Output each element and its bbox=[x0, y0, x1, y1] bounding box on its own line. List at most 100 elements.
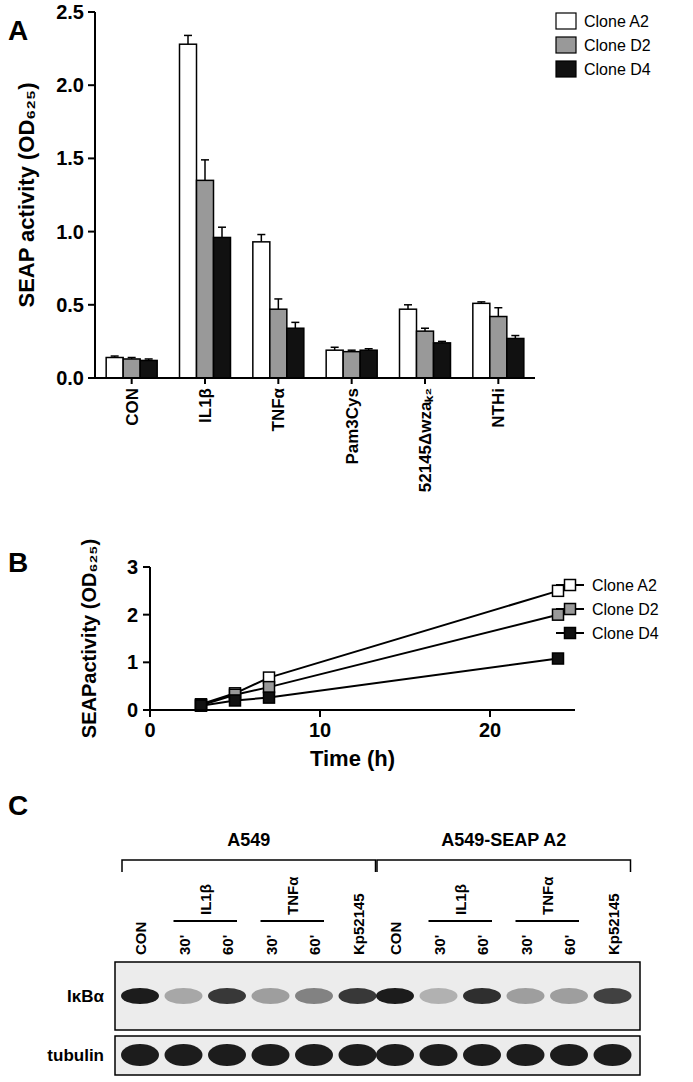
legend-marker bbox=[565, 628, 576, 639]
legend-label: Clone D4 bbox=[584, 61, 651, 78]
band bbox=[208, 1044, 246, 1066]
band bbox=[420, 988, 458, 1004]
band bbox=[121, 988, 159, 1004]
time-label: 60' bbox=[561, 935, 578, 955]
bar bbox=[270, 309, 287, 378]
band bbox=[208, 988, 246, 1004]
y-tick-label: 2.0 bbox=[56, 74, 84, 96]
band bbox=[594, 1044, 632, 1066]
lines bbox=[196, 585, 564, 711]
x-tick-label: IL1β bbox=[196, 388, 215, 423]
x-tick bbox=[497, 378, 499, 384]
bars bbox=[106, 35, 524, 378]
marker bbox=[230, 695, 241, 706]
legend-label: Clone A2 bbox=[592, 577, 657, 594]
bar bbox=[343, 352, 360, 378]
lane-label: CON bbox=[387, 922, 404, 955]
marker bbox=[264, 692, 275, 703]
blot-frame bbox=[115, 1036, 640, 1075]
bar bbox=[287, 328, 304, 378]
lane-label: IL1β bbox=[452, 884, 469, 915]
lane-label: CON bbox=[132, 922, 149, 955]
x-tick-label: Pam3Cys bbox=[343, 388, 362, 465]
lane-label: Kp52145 bbox=[350, 893, 367, 955]
x-tick-label: 0 bbox=[144, 719, 155, 741]
y-tick-label: 0 bbox=[127, 699, 138, 721]
x-tick-label: 52145Δwzaₖ₂ bbox=[416, 388, 435, 492]
treatment-bar bbox=[516, 920, 580, 922]
bar bbox=[490, 317, 507, 378]
error-bar bbox=[295, 322, 297, 328]
error-cap bbox=[111, 355, 119, 357]
bar bbox=[473, 303, 490, 378]
x-tick bbox=[424, 378, 426, 384]
legend-swatch bbox=[556, 13, 576, 29]
line bbox=[201, 659, 558, 706]
band bbox=[507, 988, 545, 1004]
y-tick-label: 0.5 bbox=[56, 294, 84, 316]
band bbox=[339, 1044, 377, 1066]
y-tick-label: 1 bbox=[127, 651, 138, 673]
x-tick bbox=[319, 710, 321, 717]
y-tick bbox=[88, 304, 95, 306]
error-bar bbox=[204, 160, 206, 180]
band bbox=[165, 1044, 203, 1066]
band bbox=[121, 1044, 159, 1066]
marker bbox=[553, 609, 564, 620]
row-label: IκBα bbox=[67, 987, 104, 1006]
treatment-bar bbox=[261, 920, 325, 922]
legend-label: Clone A2 bbox=[584, 13, 649, 30]
error-cap bbox=[331, 347, 339, 349]
y-tick-label: 1.5 bbox=[56, 147, 84, 169]
error-cap bbox=[404, 304, 412, 306]
error-cap bbox=[201, 159, 209, 161]
error-cap bbox=[494, 307, 502, 309]
error-cap bbox=[274, 298, 282, 300]
lane-label: TNFα bbox=[284, 876, 301, 915]
x-tick-label: NTHi bbox=[489, 388, 508, 428]
y-tick bbox=[88, 84, 95, 86]
x-tick-label: 10 bbox=[309, 719, 331, 741]
error-cap bbox=[257, 234, 265, 236]
error-cap bbox=[438, 341, 446, 343]
panel-label: C bbox=[8, 790, 28, 821]
legend-label: Clone D2 bbox=[592, 601, 659, 618]
band bbox=[165, 988, 203, 1004]
error-cap bbox=[145, 358, 153, 360]
bar bbox=[507, 338, 524, 378]
band bbox=[594, 988, 632, 1004]
band bbox=[295, 988, 333, 1004]
bar bbox=[140, 360, 157, 378]
bar bbox=[360, 350, 377, 378]
marker bbox=[553, 653, 564, 664]
group-label: A549 bbox=[227, 830, 270, 850]
error-cap bbox=[511, 335, 519, 337]
band bbox=[339, 988, 377, 1004]
error-cap bbox=[218, 226, 226, 228]
error-bar bbox=[221, 227, 223, 237]
band bbox=[463, 1044, 501, 1066]
band bbox=[295, 1044, 333, 1066]
y-axis-label: SEAPactivity (OD₆₂₅) bbox=[78, 539, 100, 738]
x-axis bbox=[95, 377, 535, 379]
bar bbox=[197, 180, 214, 378]
y-tick-label: 2.5 bbox=[56, 1, 84, 23]
row-label: tubulin bbox=[47, 1046, 104, 1065]
error-cap bbox=[421, 327, 429, 329]
group-label: A549-SEAP A2 bbox=[441, 830, 566, 850]
band bbox=[420, 1044, 458, 1066]
time-label: 30' bbox=[263, 935, 280, 955]
y-tick bbox=[143, 661, 150, 663]
y-tick bbox=[143, 566, 150, 568]
line bbox=[201, 615, 558, 706]
time-label: 30' bbox=[176, 935, 193, 955]
group-bracket bbox=[122, 860, 376, 872]
bar bbox=[400, 309, 417, 378]
legend-swatch bbox=[556, 37, 576, 53]
error-cap bbox=[477, 301, 485, 303]
error-bar bbox=[498, 308, 500, 317]
x-axis-label: Time (h) bbox=[310, 746, 395, 771]
marker bbox=[553, 585, 564, 596]
error-cap bbox=[291, 322, 299, 324]
y-tick-label: 0.0 bbox=[56, 367, 84, 389]
